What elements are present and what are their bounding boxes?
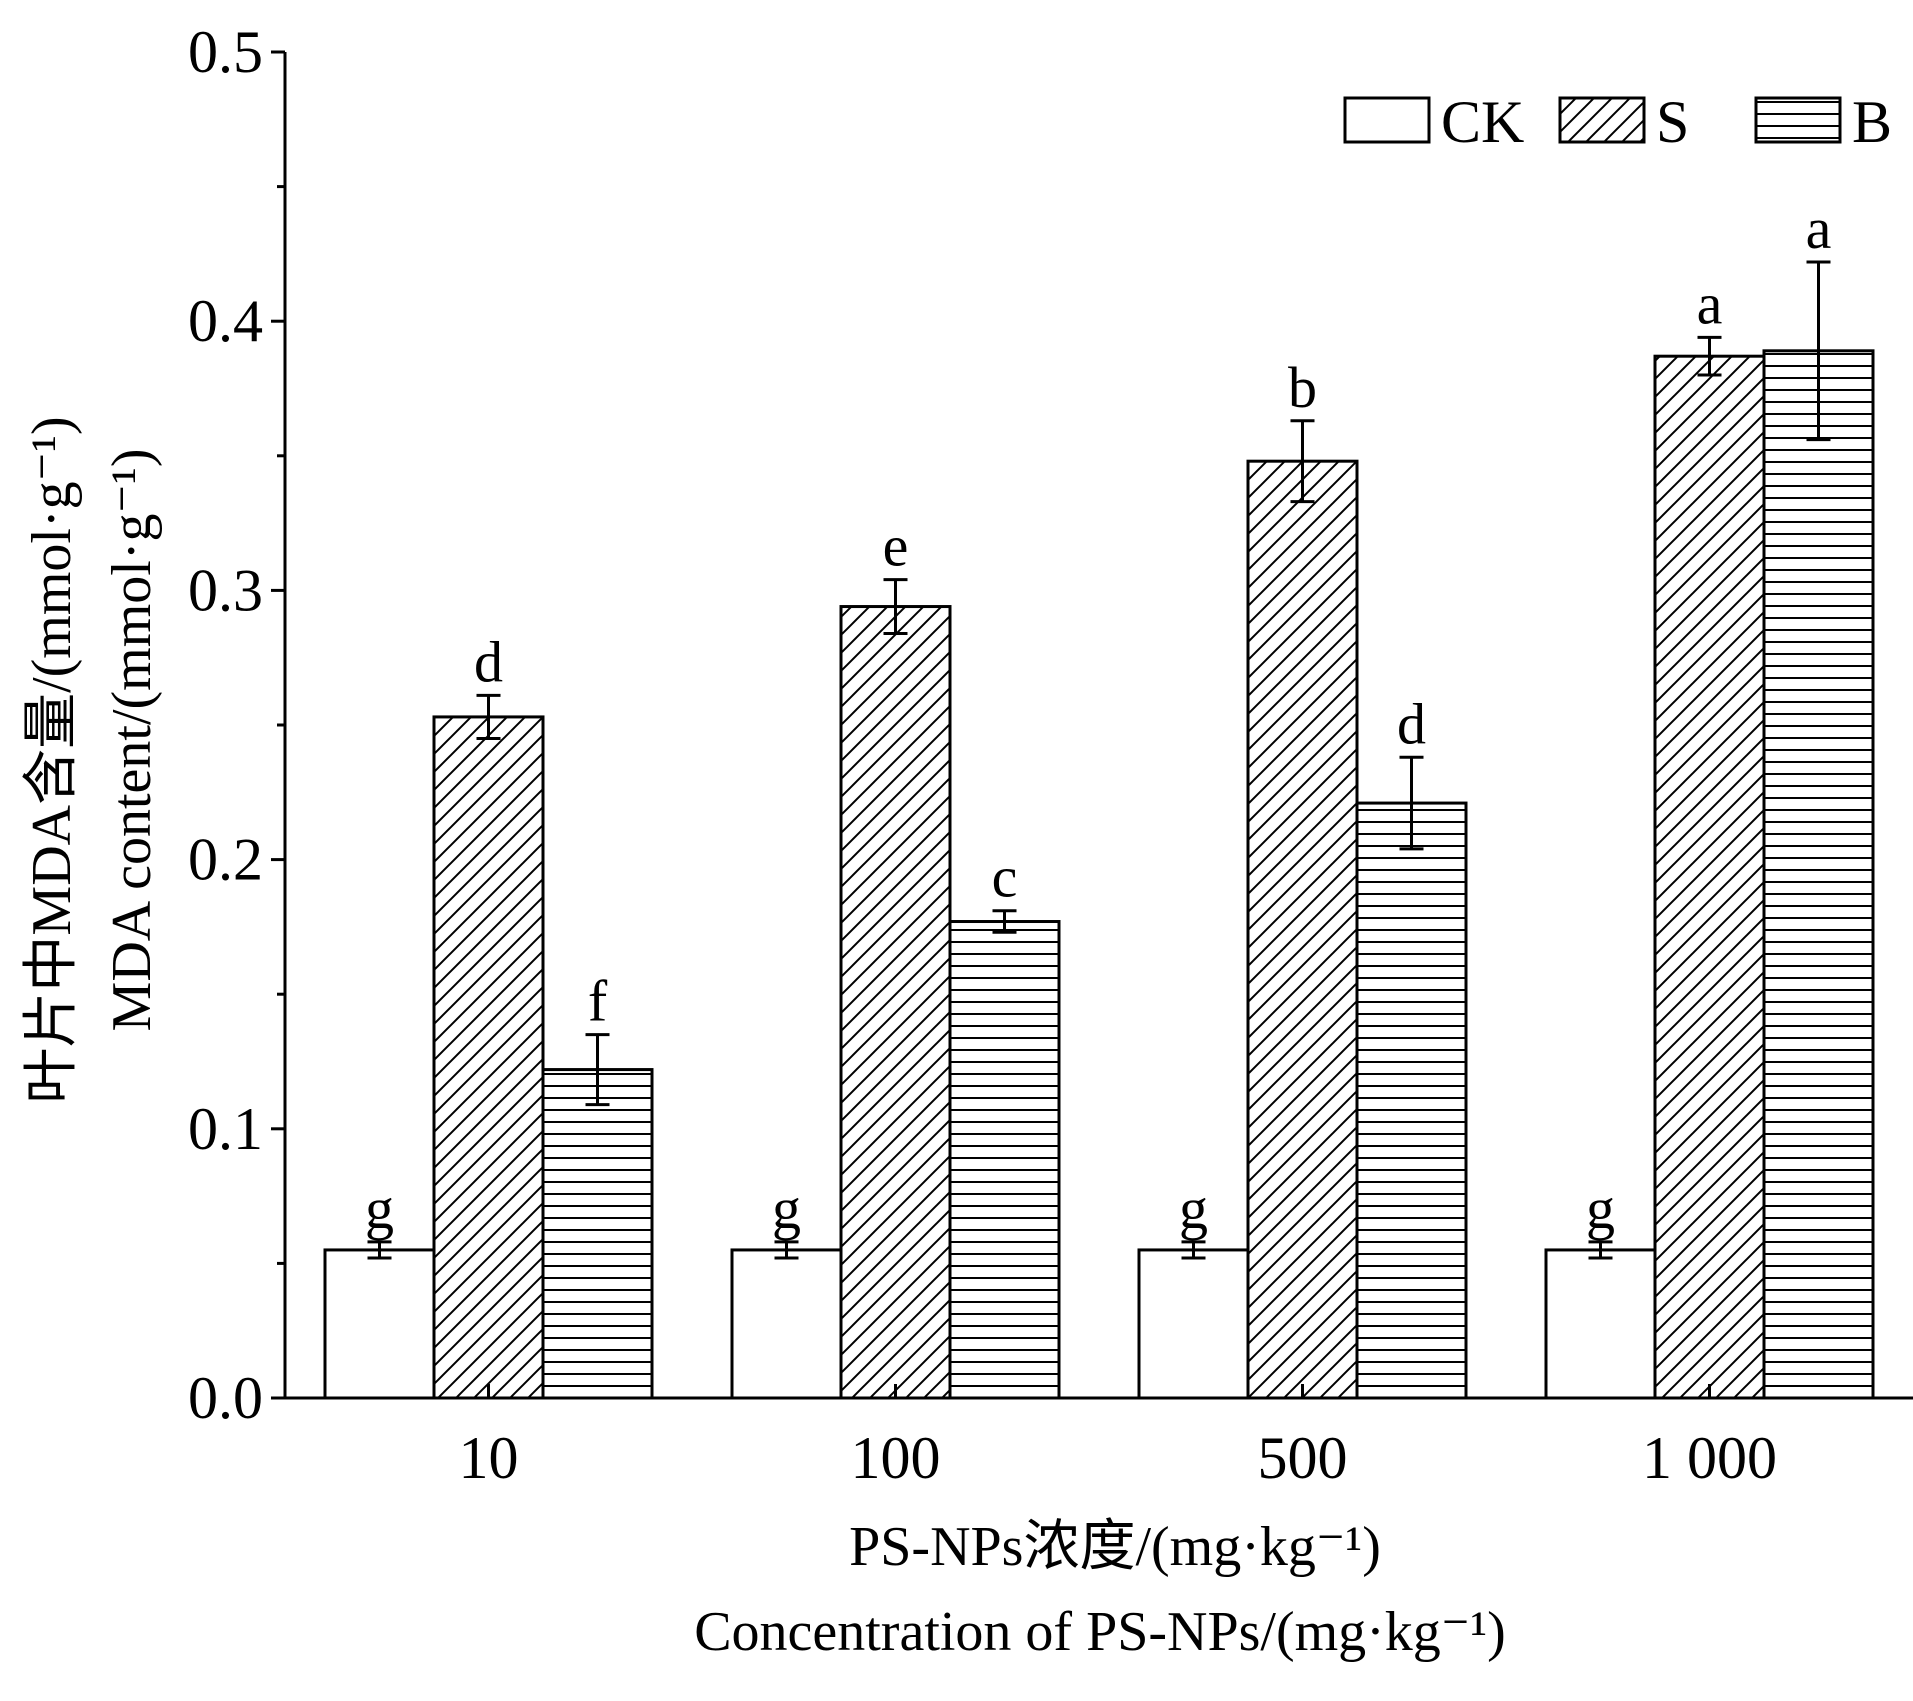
y-tick-label: 0.1 [188,1096,263,1162]
bar-s-1 [839,605,952,1400]
bar-b-1 [948,920,1061,1400]
plot-area: g d f g e c g b d g a a [323,196,1875,1400]
significance-label: b [1288,355,1317,420]
y-tick-label: 0.0 [188,1365,263,1431]
y-tick-label: 0.4 [188,288,263,354]
bar-b-2 [1355,801,1468,1400]
significance-label: d [1397,691,1426,756]
legend-swatch-b [1754,96,1842,144]
bar-s-0 [432,715,545,1400]
legend: CK S B [1343,89,1892,155]
y-tick-label: 0.5 [188,19,263,85]
x-axis: 10 100 500 1 000 [285,1384,1913,1491]
bar-ck-1 [730,1248,843,1400]
x-axis-title-en: Concentration of PS-NPs/(mg·kg⁻¹) [694,1601,1506,1663]
bar-s-2 [1246,459,1359,1400]
x-tick-label: 100 [851,1425,941,1491]
legend-swatch-ck [1343,96,1431,144]
bar-s-3 [1653,354,1766,1400]
significance-label: a [1697,271,1723,336]
bar-ck-0 [323,1248,436,1400]
y-axis: 0.0 0.1 0.2 0.3 0.4 0.5 [188,19,287,1431]
legend-label-s: S [1656,89,1689,155]
y-axis-title-cn: 叶片中MDA含量/(mmol·g⁻¹) [21,416,83,1103]
significance-label: c [992,845,1018,910]
x-axis-title-cn: PS-NPs浓度/(mg·kg⁻¹) [849,1516,1381,1578]
bar-b-0 [541,1068,654,1400]
y-tick-label: 0.2 [188,827,263,893]
significance-label: g [365,1176,394,1241]
significance-label: f [588,969,608,1034]
bar-b-3 [1762,349,1875,1400]
significance-label: g [772,1176,801,1241]
x-tick-label: 500 [1258,1425,1348,1491]
bar-ck-2 [1137,1248,1250,1400]
significance-label: g [1586,1176,1615,1241]
significance-label: d [474,629,503,694]
legend-label-b: B [1852,89,1892,155]
y-tick-label: 0.3 [188,557,263,623]
significance-label: e [883,514,909,579]
y-axis-title-en: MDA content/(mmol·g⁻¹) [101,449,163,1032]
significance-label: a [1806,196,1832,261]
x-tick-label: 10 [459,1425,519,1491]
bar-ck-3 [1544,1248,1657,1400]
legend-swatch-s [1558,96,1646,144]
legend-label-ck: CK [1441,89,1524,155]
significance-label: g [1179,1176,1208,1241]
x-tick-label: 1 000 [1642,1425,1777,1491]
